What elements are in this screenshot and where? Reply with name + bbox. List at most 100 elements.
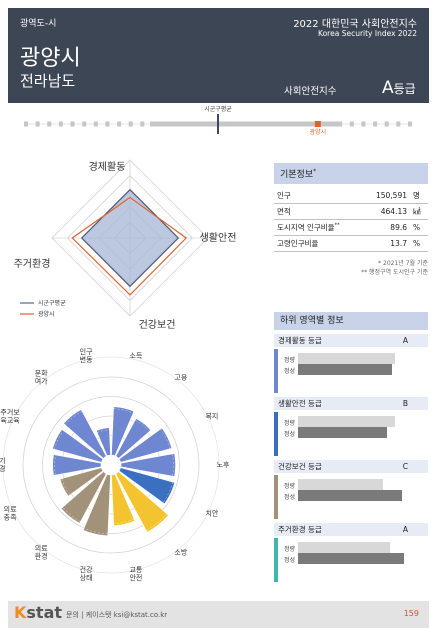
- region-type: 광역도-시: [20, 19, 57, 29]
- sub-domain-title: 하위 영역별 정보: [274, 312, 428, 330]
- sub-domain-color-strip: [274, 538, 278, 582]
- sub-domain-header: 생활안전 등급 B: [274, 397, 428, 410]
- scale-tick: [396, 121, 401, 127]
- header-banner: 광역도-시 2022 대한민국 사회안전지수 Korea Security In…: [8, 8, 429, 103]
- sub-domain-header: 건강보건 등급 C: [274, 460, 428, 473]
- sub-domain-header: 경제활동 등급 A: [274, 334, 428, 347]
- radar-chart: 경제활동 생활안전 건강보건 주거환경 시군구평균 광양시: [14, 159, 237, 331]
- page-number: 159: [403, 609, 419, 618]
- city-name: 광양시: [20, 46, 81, 71]
- sub-domain-row-label: 정량: [284, 483, 296, 490]
- sub-domain-row-label: 정성: [284, 368, 296, 375]
- polar-bar: [111, 406, 135, 457]
- sub-domain-row-label: 정량: [284, 546, 296, 553]
- legend-avg: 시군구평균: [38, 299, 66, 307]
- scale-tick: [47, 121, 52, 127]
- sub-domain-bar-qual: [298, 427, 387, 438]
- polar-label: 복지: [205, 411, 218, 420]
- polar-bar: [82, 473, 111, 537]
- index-label: 사회안전지수: [284, 86, 337, 97]
- basic-info-panel: 기본정보* 인구 150,591 명 면적 464.13 ㎢ 도시지역 인구비율** 89…: [274, 163, 428, 276]
- polar-label: 치안: [205, 509, 218, 518]
- scale-tick: [117, 121, 122, 127]
- sub-domain-row-label: 정성: [284, 494, 296, 501]
- scale-tick: [58, 121, 63, 127]
- sub-domain-grade-value: A: [402, 525, 408, 534]
- polar-bar: [120, 453, 176, 477]
- kstat-logo: Kstat: [14, 603, 63, 622]
- radar-avg-polygon: [80, 188, 180, 288]
- polar-label: 교통 안전: [129, 566, 142, 582]
- province-name: 전라남도: [20, 72, 76, 90]
- avg-label: 시군구평균: [204, 105, 232, 113]
- city-label: 광양시: [310, 128, 327, 136]
- scale-tick: [35, 121, 40, 127]
- scale-tick: [128, 121, 133, 127]
- radar-axis-living-safety: 생활안전: [200, 231, 237, 244]
- scale-tick: [140, 121, 145, 127]
- sub-domain-bar-qual: [298, 364, 392, 375]
- scale-tick: [373, 121, 378, 127]
- sub-domain-grade-label: 경제활동 등급: [278, 336, 322, 345]
- polar-label: 의료 충족: [4, 505, 17, 522]
- sub-domain-bar-quant: [298, 479, 383, 490]
- polar-bar: [111, 473, 136, 526]
- basic-info-title: 기본정보*: [274, 163, 428, 184]
- sub-domain-grade-label: 생활안전 등급: [278, 399, 322, 408]
- position-scale: 시군구평균 광양시: [24, 105, 412, 136]
- polar-bar: [60, 471, 107, 524]
- grade-badge: A등급: [382, 78, 416, 98]
- polar-label: 노후: [217, 461, 230, 469]
- footer: Kstat 문의 | 케이스탯 ksi@kstat.co.kr 159: [8, 601, 429, 628]
- sub-domain-grade-label: 주거환경 등급: [278, 525, 322, 534]
- sub-domain-bar-quant: [298, 416, 395, 427]
- radar-city-polygon: [71, 196, 188, 296]
- scale-tick: [70, 121, 75, 127]
- sub-domain-row-label: 정성: [284, 431, 296, 438]
- polar-label: 소득: [129, 352, 142, 360]
- report-title: 2022 대한민국 사회안전지수: [293, 19, 417, 30]
- table-row: 인구 150,591 명: [274, 188, 428, 204]
- sub-domain-row-label: 정성: [284, 557, 296, 564]
- sub-domain-bar-qual: [298, 490, 402, 501]
- sub-domain-bar-qual: [298, 553, 404, 564]
- sub-domain-grade-value: C: [402, 462, 408, 471]
- radar-axis-health: 건강보건: [139, 319, 176, 331]
- legend-city: 광양시: [38, 310, 55, 318]
- polar-bar: [59, 467, 104, 497]
- scale-tick: [338, 121, 343, 127]
- polar-label: 대기환경: [0, 456, 5, 473]
- basic-info-note-1: * 2021년 7월 기준: [378, 260, 428, 267]
- polar-bar: [52, 454, 102, 476]
- sub-domain-row-label: 정량: [284, 357, 296, 364]
- grade-suffix: 등급: [393, 82, 416, 96]
- polar-bar: [115, 471, 169, 533]
- footer-contact: 문의 | 케이스탯 ksi@kstat.co.kr: [66, 611, 168, 619]
- polar-bar: [95, 427, 111, 457]
- polar-label: 주거보 육교육: [0, 407, 20, 424]
- sub-domain-bar-quant: [298, 542, 390, 553]
- sub-domain-bar-quant: [298, 353, 395, 364]
- scale-tick: [93, 121, 98, 127]
- sub-domain-color-strip: [274, 349, 278, 393]
- polar-bar: [118, 467, 176, 505]
- polar-bar: [52, 428, 104, 463]
- radar-axis-environment: 주거환경: [14, 257, 51, 270]
- polar-bar: [63, 409, 107, 459]
- scale-tick: [408, 121, 412, 127]
- sub-domain-color-strip: [274, 412, 278, 456]
- sub-domain-header: 주거환경 등급 A: [274, 523, 428, 536]
- city-marker: [314, 121, 321, 127]
- polar-label: 의료 환경: [35, 544, 48, 561]
- scale-tick: [24, 121, 28, 127]
- report-title-en: Korea Security Index 2022: [318, 29, 417, 38]
- table-row: 면적 464.13 ㎢: [274, 203, 428, 220]
- polar-label: 문화 여가: [35, 369, 48, 385]
- sub-domain-grade-value: A: [402, 336, 408, 345]
- basic-info-table: 인구 150,591 명 면적 464.13 ㎢ 도시지역 인구비율** 89.6% 고령…: [274, 188, 428, 252]
- sub-domain-row-label: 정량: [284, 420, 296, 427]
